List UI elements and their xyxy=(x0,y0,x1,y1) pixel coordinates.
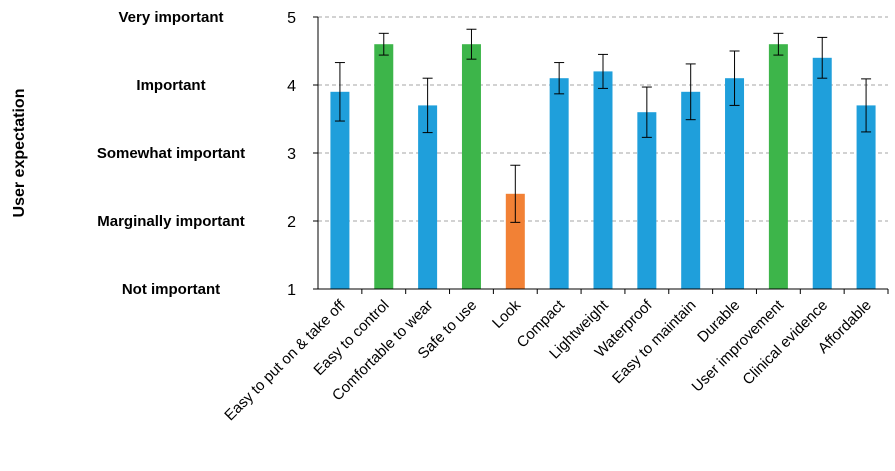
category-label: Look xyxy=(489,296,524,331)
bar xyxy=(330,91,350,289)
bar xyxy=(593,71,613,290)
bar xyxy=(374,44,394,290)
y-level-label: Marginally important xyxy=(97,213,245,230)
axes xyxy=(313,16,889,294)
labels: 1 Not important 2 Marginally important 3 Some… xyxy=(97,9,875,424)
bar xyxy=(768,44,788,290)
bar xyxy=(681,91,701,289)
y-tick-label: 4 xyxy=(287,78,296,95)
y-axis-title: User expectation xyxy=(11,89,28,218)
bar xyxy=(812,57,832,289)
bars xyxy=(330,44,876,290)
y-tick-label: 3 xyxy=(287,146,296,163)
y-level-label: Very important xyxy=(118,9,223,26)
bar xyxy=(461,44,481,290)
bar xyxy=(725,78,745,289)
bar xyxy=(856,105,876,290)
y-tick-label: 1 xyxy=(287,282,296,299)
bar xyxy=(418,105,438,290)
category-label: Easy to control xyxy=(310,297,392,379)
y-level-label: Somewhat important xyxy=(97,145,245,162)
category-label: Easy to maintain xyxy=(609,297,699,387)
gridlines xyxy=(318,16,888,222)
y-level-label: Important xyxy=(136,77,205,94)
bar xyxy=(505,193,525,289)
y-level-label: Not important xyxy=(122,281,220,298)
y-tick-label: 5 xyxy=(287,10,296,27)
error-bars xyxy=(334,28,872,223)
bar xyxy=(549,78,569,289)
y-tick-label: 2 xyxy=(287,214,296,231)
bar xyxy=(637,112,657,289)
